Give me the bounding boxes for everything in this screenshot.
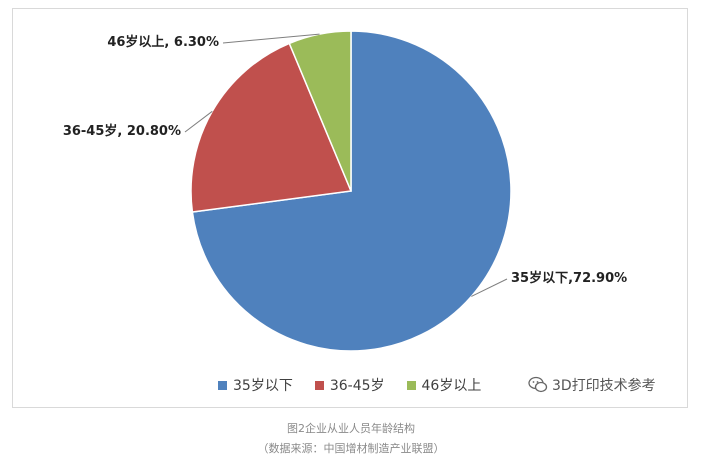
figure-caption: 图2企业从业人员年龄结构 bbox=[287, 422, 415, 435]
figure-source: （数据来源：中国增材制造产业联盟） bbox=[257, 442, 445, 455]
chat-bubble-icon bbox=[528, 376, 548, 393]
legend-item-1: 36-45岁 bbox=[314, 375, 385, 395]
legend-item-2: 46岁以上 bbox=[406, 375, 482, 395]
legend-swatch-1 bbox=[314, 380, 324, 390]
legend-label-0: 35岁以下 bbox=[233, 378, 293, 394]
chart-legend: 35岁以下 36-45岁 46岁以上 bbox=[218, 375, 503, 395]
leader-line-1 bbox=[184, 110, 213, 133]
data-label-2: 46岁以上, 6.30% bbox=[107, 34, 219, 50]
watermark-text: 3D打印技术参考 bbox=[552, 378, 656, 394]
data-label-0: 35岁以下,72.90% bbox=[511, 270, 627, 286]
leader-line-2 bbox=[222, 33, 320, 44]
legend-label-1: 36-45岁 bbox=[329, 378, 385, 394]
legend-swatch-2 bbox=[406, 380, 416, 390]
legend-item-0: 35岁以下 bbox=[218, 375, 293, 395]
watermark: 3D打印技术参考 bbox=[528, 375, 656, 395]
data-label-1: 36-45岁, 20.80% bbox=[63, 123, 181, 139]
pie-chart: 35岁以下,72.90% 36-45岁, 20.80% 46岁以上, 6.30% bbox=[63, 30, 627, 352]
legend-swatch-0 bbox=[218, 380, 227, 390]
legend-label-2: 46岁以上 bbox=[421, 378, 482, 394]
chart-frame: 35岁以下,72.90% 36-45岁, 20.80% 46岁以上, 6.30% 3… bbox=[12, 8, 688, 408]
leader-line-0 bbox=[471, 278, 508, 297]
pie-slice-2 bbox=[288, 30, 352, 192]
pie-slice-1 bbox=[190, 42, 353, 213]
